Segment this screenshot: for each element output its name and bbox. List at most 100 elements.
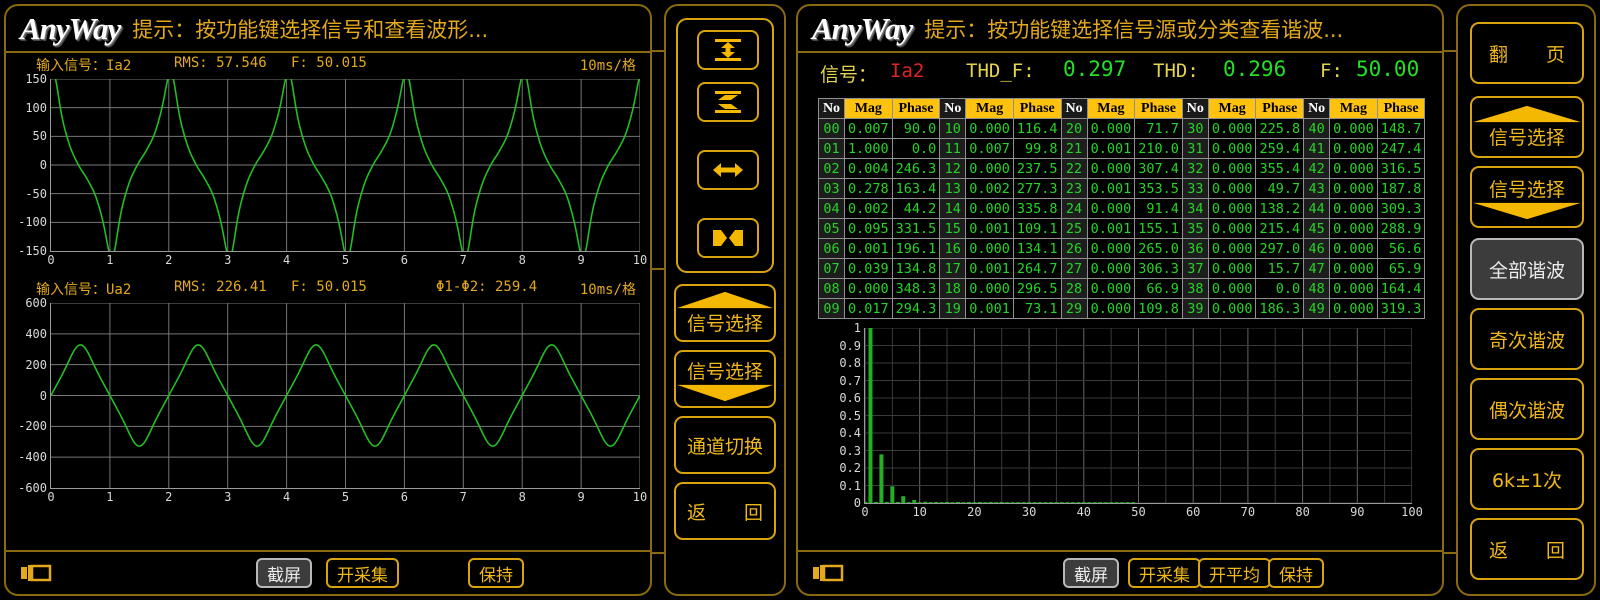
cell-mag: 0.000 bbox=[1329, 178, 1378, 199]
thd-f-label: THD_F: bbox=[966, 60, 1035, 82]
scope-channel-1: 输入信号：Ia2 RMS: 57.546 F: 50.015 10ms/格 15… bbox=[6, 55, 650, 273]
bottom-button-截屏[interactable]: 截屏 bbox=[1063, 558, 1119, 588]
table-row[interactable]: 03 0.278 163.4 13 0.002 277.3 23 0.001 353.5 33 0.… bbox=[818, 178, 1426, 199]
cell-mag: 0.000 bbox=[1329, 158, 1378, 179]
right-key-1[interactable]: 信号选择 bbox=[1470, 96, 1584, 158]
table-row[interactable]: 06 0.001 196.1 16 0.000 134.1 26 0.000 265.0 36 0.… bbox=[818, 238, 1426, 259]
cell-no: 47 bbox=[1303, 258, 1331, 279]
table-row[interactable]: 07 0.039 134.8 17 0.001 264.7 27 0.000 306.3 37 0.… bbox=[818, 258, 1426, 279]
table-row[interactable]: 02 0.004 246.3 12 0.000 237.5 22 0.000 307.4 32 0.… bbox=[818, 158, 1426, 179]
cell-phase: 99.8 bbox=[1012, 138, 1062, 159]
expand-vertical-icon bbox=[715, 39, 741, 61]
bar-x-tick: 40 bbox=[1076, 505, 1092, 519]
table-row[interactable]: 05 0.095 331.5 15 0.001 109.1 25 0.001 155.1 35 0.… bbox=[818, 218, 1426, 239]
cell-mag: 0.095 bbox=[844, 218, 893, 239]
column-header-mag: Mag bbox=[1207, 98, 1257, 119]
cell-phase: 335.8 bbox=[1012, 198, 1062, 219]
cell-phase: 288.9 bbox=[1376, 218, 1426, 239]
table-header-row: No Mag Phase No Mag Phase No Mag Phase No Mag Phase… bbox=[818, 98, 1426, 119]
y-axis-tick: 50 bbox=[32, 129, 47, 144]
thd-label: THD: bbox=[1153, 60, 1199, 82]
bottom-button-保持[interactable]: 保持 bbox=[468, 558, 524, 588]
signal-label: 信号： bbox=[820, 64, 878, 86]
bottom-button-开采集[interactable]: 开采集 bbox=[1128, 558, 1201, 588]
right-key-7[interactable]: 返 回 bbox=[1470, 518, 1584, 580]
cell-no: 05 bbox=[818, 218, 845, 239]
cell-no: 26 bbox=[1060, 238, 1088, 259]
y-axis-tick: -400 bbox=[18, 450, 47, 465]
cell-mag: 0.002 bbox=[844, 198, 893, 219]
scope1-plot[interactable]: 150 100 50 0 -50 -100 -150 0 1 2 3 4 5 6 7 8 9 10 bbox=[18, 72, 647, 267]
cell-phase: 116.4 bbox=[1012, 118, 1062, 139]
right-hint-text: 提示：按功能键选择信号源或分类查看谐波... bbox=[924, 17, 1344, 42]
cell-no: 38 bbox=[1181, 278, 1209, 299]
cell-no: 07 bbox=[818, 258, 845, 279]
cell-no: 11 bbox=[939, 138, 967, 159]
right-key-3[interactable]: 全部谐波 bbox=[1470, 238, 1584, 300]
cell-mag: 0.007 bbox=[844, 118, 893, 139]
cell-phase: 215.4 bbox=[1255, 218, 1305, 239]
right-key-panel: 翻 页信号选择 信号选择 全部谐波 奇次谐波 偶次谐波 6k±1次返 回 bbox=[1456, 4, 1596, 596]
x-axis-tick: 6 bbox=[400, 253, 409, 267]
cell-mag: 0.000 bbox=[1086, 198, 1136, 219]
cell-phase: 355.4 bbox=[1255, 158, 1305, 179]
table-row[interactable]: 09 0.017 294.3 19 0.001 73.1 29 0.000 109.8 39 0.0… bbox=[818, 298, 1426, 319]
y-axis-tick: 100 bbox=[25, 100, 47, 115]
left-header: AnyWay 提示：按功能键选择信号和查看波形... bbox=[6, 6, 650, 53]
x-axis-tick: 7 bbox=[459, 490, 467, 504]
cell-phase: 296.5 bbox=[1012, 278, 1062, 299]
column-header-mag: Mag bbox=[844, 98, 893, 119]
right-key-4[interactable]: 奇次谐波 bbox=[1470, 308, 1584, 370]
collapse-vertical-icon-button[interactable] bbox=[697, 82, 759, 122]
y-axis-tick: -600 bbox=[18, 481, 47, 495]
harmonic-table[interactable]: No Mag Phase No Mag Phase No Mag Phase No Mag Phase… bbox=[818, 98, 1426, 319]
frame-tick-4 bbox=[1444, 50, 1456, 52]
x-axis-tick: 10 bbox=[632, 253, 648, 267]
button-label: 返 回 bbox=[1488, 539, 1565, 562]
cell-mag: 0.000 bbox=[1329, 118, 1378, 139]
harmonic-bar-chart[interactable]: 1 0.9 0.8 0.7 0.6 0.5 0.4 0.3 0.2 0.1 0 0 10 20 30 40 50… bbox=[818, 321, 1423, 532]
bottom-button-开平均[interactable]: 开平均 bbox=[1198, 558, 1271, 588]
right-key-5[interactable]: 偶次谐波 bbox=[1470, 378, 1584, 440]
right-key-6[interactable]: 6k±1次 bbox=[1470, 448, 1584, 510]
bottom-button-开采集[interactable]: 开采集 bbox=[326, 558, 399, 588]
table-row[interactable]: 04 0.002 44.2 14 0.000 335.8 24 0.000 91.4 34 0.00… bbox=[818, 198, 1426, 219]
cell-phase: 306.3 bbox=[1134, 258, 1183, 279]
bottom-button-截屏[interactable]: 截屏 bbox=[256, 558, 312, 588]
expand-vertical-icon-button[interactable] bbox=[697, 30, 759, 70]
frame-tick-5 bbox=[1444, 552, 1456, 554]
button-label: 返 回 bbox=[686, 501, 763, 524]
cell-no: 22 bbox=[1060, 158, 1088, 179]
y-axis-tick: -200 bbox=[18, 419, 47, 434]
table-row[interactable]: 00 0.007 90.0 10 0.000 116.4 20 0.000 71.7 30 0.00… bbox=[818, 118, 1426, 139]
scope2-plot[interactable]: 600 400 200 0 -200 -400 -600 0 1 2 3 4 5 6 7 8 9 10 bbox=[18, 296, 647, 504]
expand-horizontal-icon-button[interactable] bbox=[697, 150, 759, 190]
cell-mag: 0.000 bbox=[1329, 238, 1378, 259]
mid-key-2[interactable]: 通道切换 bbox=[674, 416, 776, 474]
cell-phase: 134.1 bbox=[1012, 238, 1062, 259]
cell-phase: 225.8 bbox=[1255, 118, 1305, 139]
button-label: 翻 页 bbox=[1488, 43, 1565, 66]
y-axis-tick: 0 bbox=[39, 388, 47, 403]
y-axis-tick: -50 bbox=[25, 186, 47, 201]
bottom-button-保持[interactable]: 保持 bbox=[1268, 558, 1324, 588]
cell-no: 01 bbox=[818, 138, 845, 159]
cell-mag: 0.000 bbox=[1329, 138, 1378, 159]
right-key-0[interactable]: 翻 页 bbox=[1470, 22, 1584, 84]
scope1-timebase: 10ms/格 bbox=[579, 58, 636, 74]
cell-mag: 0.000 bbox=[1086, 158, 1136, 179]
mid-key-3[interactable]: 返 回 bbox=[674, 482, 776, 540]
cell-mag: 0.278 bbox=[844, 178, 893, 199]
right-key-2[interactable]: 信号选择 bbox=[1470, 166, 1584, 228]
table-row[interactable]: 01 1.000 0.0 11 0.007 99.8 21 0.001 210.0 31 0.000… bbox=[818, 138, 1426, 159]
x-axis-tick: 2 bbox=[165, 490, 173, 504]
cell-no: 24 bbox=[1060, 198, 1088, 219]
button-label: 奇次谐波 bbox=[1488, 329, 1565, 352]
button-label: 信号选择 bbox=[686, 312, 763, 335]
cell-no: 28 bbox=[1060, 278, 1088, 299]
table-row[interactable]: 08 0.000 348.3 18 0.000 296.5 28 0.000 66.9 38 0.0… bbox=[818, 278, 1426, 299]
collapse-horizontal-icon-button[interactable] bbox=[697, 218, 759, 258]
mid-key-0[interactable]: 信号选择 bbox=[674, 284, 776, 342]
scope2-info: 输入信号：Ua2 RMS: 226.41 F: 50.015 Φ1-Φ2: 25… bbox=[6, 279, 650, 303]
mid-key-1[interactable]: 信号选择 bbox=[674, 350, 776, 408]
